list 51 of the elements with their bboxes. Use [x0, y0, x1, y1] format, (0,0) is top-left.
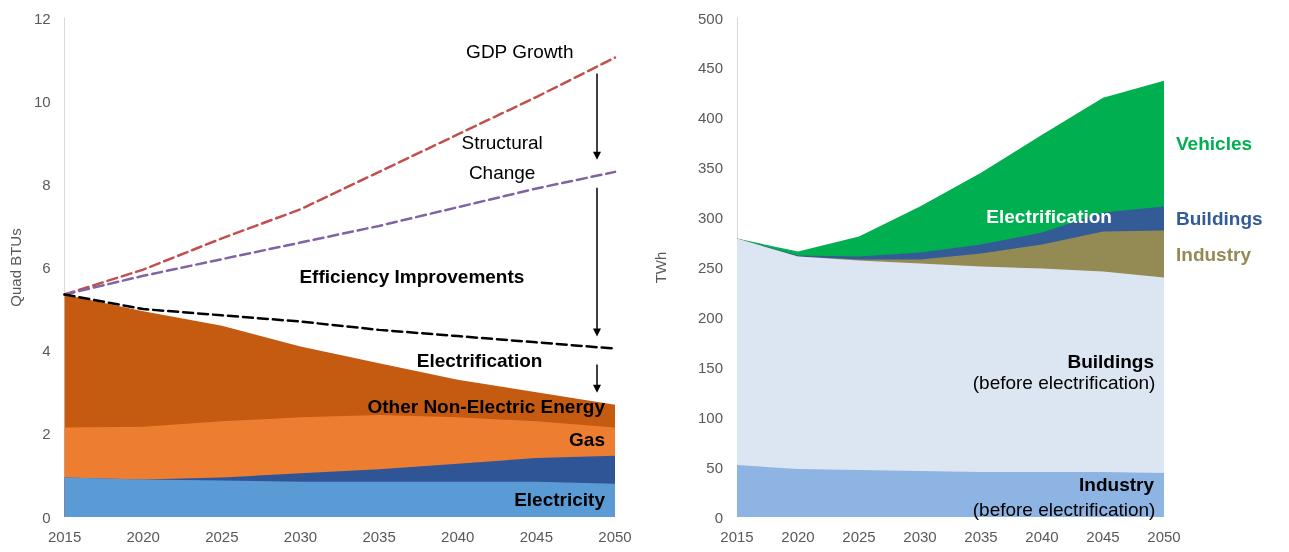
y-tick-label: 200 [697, 308, 723, 326]
x-tick-label: 2035 [964, 528, 998, 545]
y-tick-label: 100 [697, 408, 723, 426]
series-label: Buildings [1067, 351, 1154, 373]
series-label: Gas [569, 429, 605, 451]
x-tick-label: 2025 [842, 528, 876, 545]
y-tick-label: 4 [42, 342, 51, 360]
x-tick-label: 2020 [781, 528, 815, 545]
x-tick-label: 2025 [205, 528, 239, 545]
annotation: GDP Growth [466, 40, 574, 62]
series-label: Buildings [1176, 208, 1263, 230]
annotation: Electrification [986, 206, 1112, 228]
annotation: (before electrification) [972, 498, 1156, 520]
y-tick-label: 2 [42, 425, 51, 443]
y-tick-label: 0 [42, 508, 51, 526]
y-tick-label: 0 [714, 508, 723, 526]
y-axis-title: Quad BTUs [7, 228, 24, 307]
y-tick-label: 10 [33, 92, 51, 110]
x-tick-label: 2050 [1147, 528, 1181, 545]
y-tick-label: 12 [33, 9, 51, 27]
y-tick-label: 400 [697, 109, 723, 127]
annotation: (before electrification) [972, 371, 1156, 393]
x-tick-label: 2045 [519, 528, 554, 545]
x-tick-label: 2050 [598, 528, 632, 545]
y-tick-label: 6 [42, 259, 51, 276]
annotation: Efficiency Improvements [299, 266, 525, 288]
y-tick-label: 300 [697, 209, 723, 227]
x-tick-label: 2030 [903, 528, 937, 545]
series-label: Vehicles [1176, 133, 1253, 155]
series-label: Other Non-Electric Energy [367, 396, 606, 418]
annotation: Electrification [416, 350, 543, 372]
x-tick-label: 2015 [720, 528, 754, 545]
x-tick-label: 2020 [126, 528, 160, 545]
y-tick-label: 450 [697, 59, 723, 77]
series-label: Industry [1079, 474, 1155, 496]
series-label: Industry [1176, 243, 1252, 265]
series-label: Electricity [514, 488, 606, 510]
x-tick-label: 2015 [47, 528, 82, 545]
x-tick-label: 2035 [362, 528, 396, 545]
y-tick-label: 350 [697, 159, 723, 177]
y-tick-label: 150 [697, 358, 723, 376]
x-tick-label: 2030 [283, 528, 318, 545]
x-tick-label: 2045 [1086, 528, 1120, 545]
x-tick-label: 2040 [441, 528, 475, 545]
annotation: Structural Change [461, 131, 543, 183]
y-tick-label: 500 [697, 9, 723, 27]
x-tick-label: 2040 [1025, 528, 1059, 545]
y-tick-label: 250 [697, 259, 723, 276]
y-tick-label: 8 [42, 175, 51, 193]
y-axis-title: TWh [652, 251, 669, 284]
y-tick-label: 50 [706, 458, 723, 476]
